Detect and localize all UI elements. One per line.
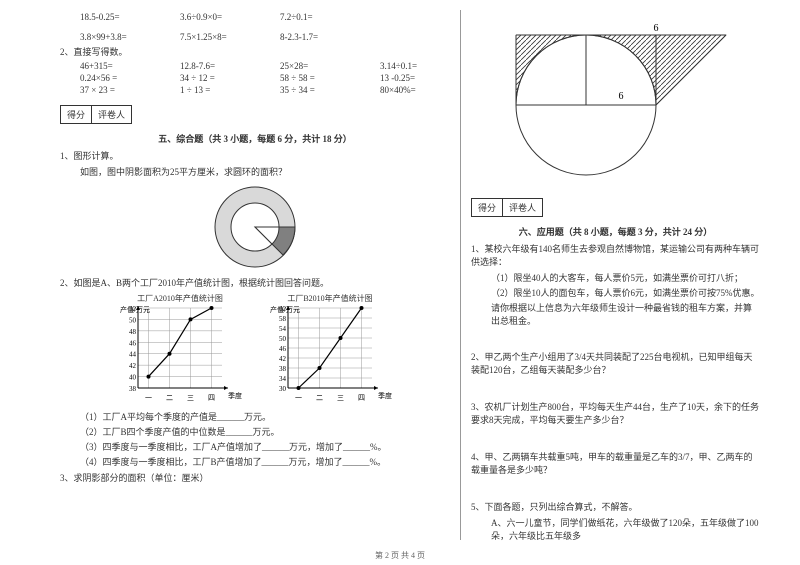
svg-text:6: 6 — [618, 91, 623, 102]
svg-text:季度: 季度 — [228, 391, 242, 400]
expr: 0.24×56 = — [80, 73, 150, 83]
chart-a-title: 工厂A2010年产值统计图 — [110, 293, 250, 304]
s5-q2-sub: （1）工厂A平均每个季度的产值是______万元。 — [60, 410, 450, 423]
svg-text:三: 三 — [187, 394, 194, 402]
score-box: 得分 评卷人 — [60, 105, 132, 124]
s6-q1-b: （2）限坐10人的面包车，每人票价6元，如满坐票价可按75%优惠。 — [471, 286, 760, 299]
arith-row: 46+315= 12.8-7.6= 25×28= 3.14÷0.1= — [80, 61, 450, 71]
s5-q2: 2、如图是A、B两个工厂2010年产值统计图，根据统计图回答问题。 — [60, 276, 450, 289]
q2-label: 2、直接写得数。 — [60, 45, 450, 58]
s5-q1: 1、图形计算。 — [60, 149, 450, 162]
svg-text:6: 6 — [653, 23, 658, 34]
expr: 3.14÷0.1= — [380, 61, 450, 71]
circle-triangle-figure: 66 — [486, 10, 746, 180]
s6-q4: 4、甲、乙两辆车共载重5吨，甲车的载重量是乙车的3/7，甲、乙两车的载重量各是多… — [471, 450, 760, 476]
s5-q2-sub: （3）四季度与一季度相比，工厂A产值增加了______万元，增加了______%… — [60, 440, 450, 453]
expr: 3.6÷0.9×0= — [180, 12, 250, 22]
s6-q3: 3、农机厂计划生产800台，平均每天生产44台，生产了10天，余下的任务要求8天… — [471, 400, 760, 426]
s6-q2: 2、甲乙两个生产小组用了3/4天共同装配了225台电视机，已知甲组每天装配120… — [471, 350, 760, 376]
svg-text:42: 42 — [129, 362, 137, 370]
s6-q1-c: 请你根据以上信息为六年级师生设计一种最省钱的租车方案，并算出总租金。 — [471, 301, 760, 327]
svg-text:48: 48 — [129, 328, 137, 336]
svg-text:二: 二 — [166, 394, 173, 402]
s6-q5-a: A、六一儿童节，同学们做纸花，六年级做了120朵，五年级做了100朵，六年级比五… — [471, 516, 760, 542]
svg-text:46: 46 — [129, 339, 137, 347]
expr: 34 ÷ 12 = — [180, 73, 250, 83]
s5-q1-text: 如图，图中阴影面积为25平方厘米，求圆环的面积？ — [60, 165, 450, 178]
expr: 13 -0.25= — [380, 73, 450, 83]
expr: 35 ÷ 34 = — [280, 85, 350, 95]
left-column: 18.5-0.25= 3.6÷0.9×0= 7.2÷0.1= 3.8×99+3.… — [50, 10, 460, 540]
ring-figure — [205, 182, 305, 272]
grader-label: 评卷人 — [92, 106, 131, 123]
arith-block-bot: 46+315= 12.8-7.6= 25×28= 3.14÷0.1= 0.24×… — [60, 61, 450, 95]
page-footer: 第 2 页 共 4 页 — [0, 550, 800, 561]
svg-text:58: 58 — [279, 315, 287, 323]
svg-text:四: 四 — [208, 394, 215, 402]
arith-row: 37 × 23 = 1 ÷ 13 = 35 ÷ 34 = 80×40%= — [80, 85, 450, 95]
s5-q2-sub: （2）工厂B四个季度产值的中位数是______万元。 — [60, 425, 450, 438]
chart-b-title: 工厂B2010年产值统计图 — [260, 293, 400, 304]
section6-title: 六、应用题（共 8 小题，每题 3 分，共计 24 分） — [471, 225, 760, 238]
score-label: 得分 — [61, 106, 92, 123]
s6-q5: 5、下面各题，只列出综合算式，不解答。 — [471, 500, 760, 513]
svg-text:季度: 季度 — [378, 391, 392, 400]
expr: 8-2.3-1.7= — [280, 32, 350, 42]
arith-row: 3.8×99+3.8= 7.5×1.25×8= 8-2.3-1.7= — [80, 32, 450, 42]
svg-text:44: 44 — [129, 351, 137, 359]
score-box: 得分 评卷人 — [471, 198, 543, 217]
arith-row: 0.24×56 = 34 ÷ 12 = 58 ÷ 58 = 13 -0.25= — [80, 73, 450, 83]
expr: 58 ÷ 58 = — [280, 73, 350, 83]
s5-q2-sub: （4）四季度与一季度相比，工厂B产值增加了______万元，增加了______%… — [60, 455, 450, 468]
svg-text:30: 30 — [279, 385, 287, 393]
chart-b: 工厂B2010年产值统计图 303438424650545862一二三四产值/万… — [260, 293, 400, 406]
svg-text:一: 一 — [145, 394, 152, 402]
svg-text:40: 40 — [129, 374, 137, 382]
s6-q1: 1、某校六年级有140名师生去参观自然博物馆，某运输公司有两种车辆可供选择： — [471, 242, 760, 268]
chart-a-svg: 3840424446485052一二三四产值/万元季度 — [110, 304, 250, 404]
arith-row: 18.5-0.25= 3.6÷0.9×0= 7.2÷0.1= — [80, 12, 450, 22]
page: 18.5-0.25= 3.6÷0.9×0= 7.2÷0.1= 3.8×99+3.… — [0, 0, 800, 540]
expr: 1 ÷ 13 = — [180, 85, 250, 95]
expr: 7.2÷0.1= — [280, 12, 350, 22]
chart-b-svg: 303438424650545862一二三四产值/万元季度 — [260, 304, 400, 404]
expr: 12.8-7.6= — [180, 61, 250, 71]
svg-text:34: 34 — [279, 375, 287, 383]
right-column: 66 得分 评卷人 六、应用题（共 8 小题，每题 3 分，共计 24 分） 1… — [461, 10, 770, 540]
grader-label: 评卷人 — [503, 199, 542, 216]
svg-text:38: 38 — [129, 385, 137, 393]
arith-block-top: 18.5-0.25= 3.6÷0.9×0= 7.2÷0.1= 3.8×99+3.… — [60, 12, 450, 42]
score-label: 得分 — [472, 199, 503, 216]
s5-q3: 3、求阴影部分的面积（单位：厘米） — [60, 471, 450, 484]
svg-text:产值/万元: 产值/万元 — [270, 305, 300, 314]
section5-title: 五、综合题（共 3 小题，每题 6 分，共计 18 分） — [60, 132, 450, 145]
expr: 80×40%= — [380, 85, 450, 95]
svg-text:38: 38 — [279, 365, 287, 373]
s6-q1-a: （1）限坐40人的大客车，每人票价5元，如满坐票价可打八折； — [471, 271, 760, 284]
svg-text:50: 50 — [129, 316, 137, 324]
svg-text:46: 46 — [279, 345, 287, 353]
svg-text:54: 54 — [279, 325, 287, 333]
svg-text:42: 42 — [279, 355, 287, 363]
svg-text:一: 一 — [295, 394, 302, 402]
svg-text:50: 50 — [279, 335, 287, 343]
charts-row: 工厂A2010年产值统计图 3840424446485052一二三四产值/万元季… — [60, 293, 450, 406]
expr: 25×28= — [280, 61, 350, 71]
svg-text:四: 四 — [358, 394, 365, 402]
svg-text:三: 三 — [337, 394, 344, 402]
chart-a: 工厂A2010年产值统计图 3840424446485052一二三四产值/万元季… — [110, 293, 250, 406]
expr: 7.5×1.25×8= — [180, 32, 250, 42]
svg-text:二: 二 — [316, 394, 323, 402]
expr: 18.5-0.25= — [80, 12, 150, 22]
expr: 37 × 23 = — [80, 85, 150, 95]
expr: 3.8×99+3.8= — [80, 32, 150, 42]
expr: 46+315= — [80, 61, 150, 71]
svg-text:产值/万元: 产值/万元 — [120, 305, 150, 314]
